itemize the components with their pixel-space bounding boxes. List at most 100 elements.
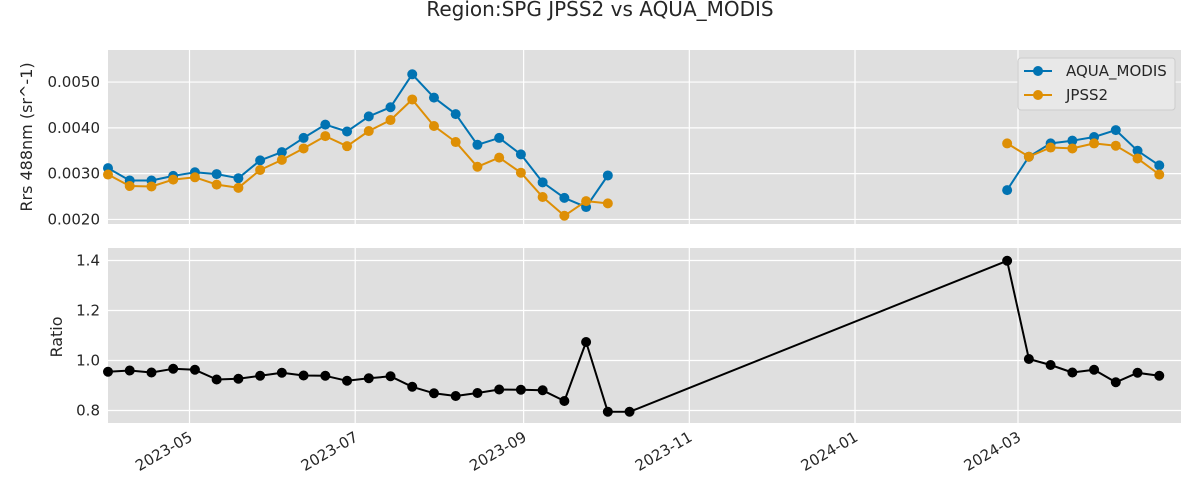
bottom-series-0-point <box>1110 377 1121 388</box>
bottom-series-0-point <box>211 374 222 385</box>
top-series-1-point <box>363 126 374 137</box>
bottom-series-0-point <box>385 371 396 382</box>
bottom-series-0-point <box>1154 370 1165 381</box>
top-series-1-point <box>1154 169 1165 180</box>
top-series-1-point <box>581 196 592 207</box>
bottom-x-tick-label: 2023-09 <box>466 428 529 475</box>
top-series-0-point <box>1110 125 1121 136</box>
chart-title: Region:SPG JPSS2 vs AQUA_MODIS <box>426 0 773 21</box>
bottom-plot-area <box>108 248 1181 423</box>
bottom-series-0-point <box>320 370 331 381</box>
top-series-0-point <box>494 132 505 143</box>
top-series-1-point <box>233 182 244 193</box>
top-y-tick-label: 0.0020 <box>48 210 101 228</box>
legend-jpss2-marker <box>1033 90 1043 100</box>
bottom-series-0-point <box>1132 367 1143 378</box>
bottom-series-0-point <box>472 388 483 398</box>
bottom-y-tick-label: 1.4 <box>76 252 100 270</box>
top-series-1-point <box>298 143 309 154</box>
bottom-x-tick-label: 2023-11 <box>632 428 695 475</box>
bottom-series-0-point <box>559 396 570 406</box>
bottom-series-0-point <box>103 366 113 377</box>
top-y-tick-label: 0.0030 <box>48 165 101 183</box>
bottom-series-0-point <box>624 406 635 417</box>
bottom-series-0-point <box>537 385 548 396</box>
bottom-series-0-point <box>276 367 287 378</box>
top-y-axis-label: Rrs 488nm (sr^-1) <box>17 62 36 211</box>
top-series-1-point <box>211 179 222 190</box>
top-series-0-point <box>602 170 613 181</box>
top-series-0-point <box>1132 145 1143 156</box>
top-series-0-point <box>472 139 483 150</box>
bottom-series-0-point <box>450 391 461 401</box>
bottom-y-ticks: 0.8 1.0 1.2 1.4 <box>76 252 100 420</box>
top-y-ticks: 0.0020 0.0030 0.0040 0.0050 <box>48 73 101 228</box>
bottom-x-tick-label: 2023-07 <box>298 428 361 475</box>
top-series-1-point <box>124 180 135 191</box>
bottom-series-0-point <box>298 370 309 381</box>
bottom-y-tick-label: 1.2 <box>76 302 100 320</box>
legend-jpss2-label: JPSS2 <box>1065 86 1108 104</box>
top-series-0-point <box>255 155 266 166</box>
top-y-tick-label: 0.0040 <box>48 119 101 137</box>
bottom-panel: 0.8 1.0 1.2 1.4 2023-05 2023-07 2023-09 2023-1… <box>47 248 1181 475</box>
top-series-1-point <box>602 198 613 209</box>
bottom-series-0-point <box>428 388 439 399</box>
top-series-1-point <box>146 181 157 192</box>
top-series-layer <box>103 69 1165 221</box>
top-series-1-point <box>342 141 353 152</box>
top-series-1-point <box>1089 138 1100 149</box>
top-plot-area <box>108 50 1181 224</box>
top-series-0-point <box>1067 135 1078 146</box>
top-series-0-point <box>428 92 439 103</box>
bottom-series-0-point <box>146 367 157 378</box>
top-series-1-point <box>537 191 548 202</box>
legend-box <box>1017 57 1176 111</box>
top-series-1-point <box>450 137 461 148</box>
top-series-1-point <box>472 161 483 172</box>
top-series-0-point <box>385 102 396 113</box>
bottom-series-0-point <box>1089 364 1100 375</box>
top-series-1-point <box>428 121 439 132</box>
bottom-series-0-point <box>407 381 418 392</box>
bottom-series-0-point <box>233 373 244 384</box>
top-series-1-point <box>1110 140 1121 151</box>
top-series-1-point <box>494 152 505 163</box>
bottom-x-ticks: 2023-05 2023-07 2023-09 2023-11 2024-01 2024-… <box>132 428 1024 475</box>
top-series-0-point <box>515 149 526 160</box>
top-series-1-point <box>255 164 266 175</box>
bottom-y-tick-label: 1.0 <box>76 352 100 370</box>
bottom-x-tick-label: 2024-03 <box>961 428 1024 475</box>
top-series-0-point <box>211 169 222 180</box>
top-series-0-point <box>233 173 244 184</box>
bottom-series-0-point <box>363 373 374 384</box>
top-series-1-point <box>320 131 331 142</box>
top-series-1-point <box>276 154 287 165</box>
bottom-series-layer <box>103 255 1165 417</box>
top-series-1-point <box>1132 153 1143 164</box>
bottom-series-0-point <box>189 364 200 375</box>
bottom-series-0-point <box>1023 354 1034 364</box>
top-series-1-point <box>559 210 570 221</box>
bottom-x-tick-label: 2023-05 <box>132 428 195 475</box>
bottom-series-0-point <box>602 406 613 417</box>
bottom-series-0-point <box>581 337 592 347</box>
legend: AQUA_MODIS JPSS2 <box>1017 57 1176 111</box>
top-grid <box>108 50 1181 224</box>
top-series-1-point <box>103 169 113 180</box>
top-series-0-point <box>1002 185 1013 196</box>
top-series-0-point <box>450 109 461 120</box>
top-series-1-point <box>1002 138 1013 149</box>
top-series-0-point <box>559 192 570 203</box>
top-series-1-point <box>1023 151 1034 162</box>
top-y-tick-label: 0.0050 <box>48 73 101 91</box>
bottom-series-0-point <box>255 370 266 381</box>
bottom-series-0-point <box>342 375 353 386</box>
legend-aqua-label: AQUA_MODIS <box>1066 62 1167 81</box>
top-series-1-point <box>189 172 200 183</box>
bottom-series-0-point <box>1067 367 1078 378</box>
top-series-1-point <box>1045 142 1056 153</box>
top-series-1-point <box>407 94 418 105</box>
bottom-y-axis-label: Ratio <box>47 316 66 357</box>
